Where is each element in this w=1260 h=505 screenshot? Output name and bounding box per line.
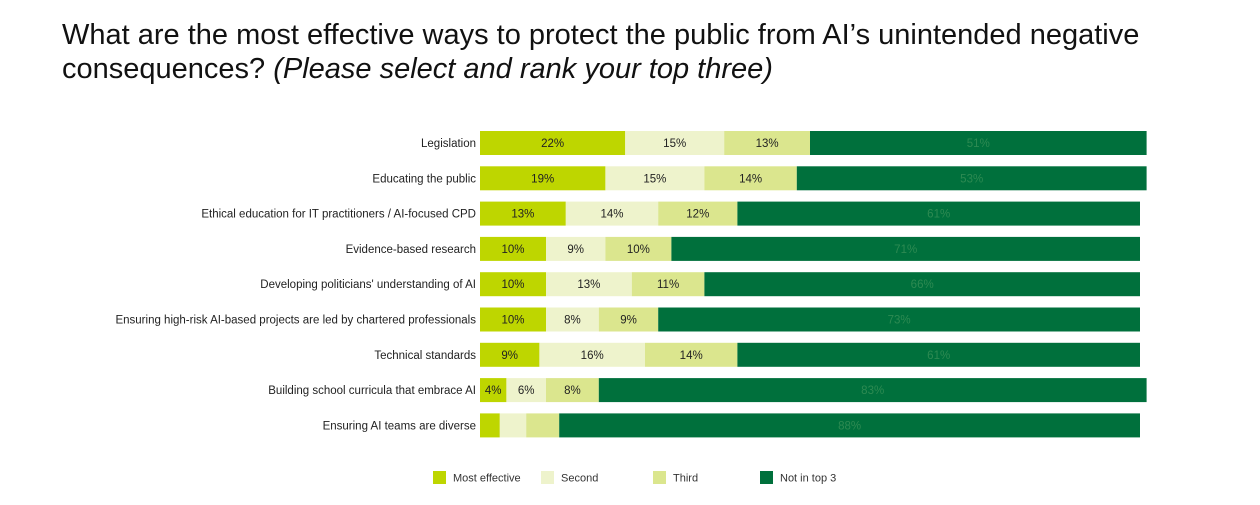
- legend-swatch: [760, 471, 773, 484]
- data-label: 9%: [567, 244, 584, 256]
- bar-segment: [605, 166, 705, 191]
- data-label: 9%: [501, 350, 518, 362]
- data-label: 66%: [911, 279, 934, 291]
- bar-segment: [645, 342, 738, 367]
- data-label: 9%: [620, 315, 637, 327]
- bar-segment: [704, 272, 1140, 297]
- category-label: Evidence-based research: [346, 244, 476, 256]
- legend-swatch: [653, 471, 666, 484]
- bar-segment: [625, 131, 725, 155]
- category-label: Ethical education for IT practitioners /…: [201, 209, 476, 221]
- data-label: 6%: [518, 385, 535, 397]
- bar-segment: [480, 307, 546, 332]
- category-label: Ensuring AI teams are diverse: [323, 420, 476, 432]
- data-label: 12%: [686, 209, 709, 221]
- bar-segment: [499, 413, 527, 438]
- legend-label: Third: [673, 473, 698, 485]
- chart-title: What are the most effective ways to prot…: [62, 18, 1212, 86]
- data-label: 15%: [663, 138, 686, 150]
- data-label: 14%: [680, 350, 703, 362]
- bar-segment: [658, 307, 1140, 332]
- bar-segment: [796, 166, 1147, 191]
- legend-label: Not in top 3: [780, 473, 836, 485]
- category-label: Building school curricula that embrace A…: [268, 385, 476, 397]
- bar-segment: [724, 131, 810, 155]
- data-label: 22%: [541, 138, 564, 150]
- bar-segment: [671, 236, 1140, 261]
- category-label: Technical standards: [374, 350, 476, 362]
- data-label: 73%: [888, 315, 911, 327]
- bar-segment: [506, 378, 546, 403]
- bar-segment: [598, 378, 1147, 403]
- data-label: 8%: [564, 385, 581, 397]
- legend-swatch: [541, 471, 554, 484]
- legend-label: Most effective: [453, 473, 521, 485]
- data-label: 88%: [838, 420, 861, 432]
- data-label: 13%: [511, 209, 534, 221]
- bar-segment: [559, 413, 1140, 438]
- data-label: 10%: [501, 244, 524, 256]
- bar-segment: [658, 201, 738, 226]
- bar-segment: [480, 236, 546, 261]
- legend-swatch: [433, 471, 446, 484]
- bar-segment: [598, 307, 659, 332]
- data-label: 15%: [643, 173, 666, 185]
- bar-segment: [480, 272, 546, 297]
- data-label: 53%: [960, 173, 983, 185]
- bar-segment: [480, 201, 566, 226]
- bar-segment: [704, 166, 797, 191]
- bar-segment: [480, 166, 606, 191]
- chart-title-instruction: (Please select and rank your top three): [273, 53, 773, 85]
- data-label: 61%: [927, 209, 950, 221]
- data-label: 13%: [577, 279, 600, 291]
- data-label: 10%: [501, 315, 524, 327]
- data-label: 13%: [756, 138, 779, 150]
- data-label: 19%: [531, 173, 554, 185]
- data-label: 11%: [657, 279, 679, 291]
- bar-segment: [546, 236, 606, 261]
- bar-segment: [546, 378, 599, 403]
- bar-segment: [480, 378, 507, 403]
- bar-segment: [737, 342, 1140, 367]
- bar-segment: [480, 413, 500, 438]
- chart-title-main: What are the most effective ways to prot…: [62, 19, 1140, 85]
- bar-segment: [810, 131, 1147, 155]
- category-label: Developing politicians' understanding of…: [260, 279, 476, 291]
- data-label: 14%: [739, 173, 762, 185]
- data-label: 83%: [861, 385, 884, 397]
- bar-segment: [737, 201, 1140, 226]
- bar-segment: [546, 272, 632, 297]
- bar-segment: [565, 201, 659, 226]
- bar-segment: [480, 342, 540, 367]
- bar-segment: [631, 272, 705, 297]
- data-label: 61%: [927, 350, 950, 362]
- data-label: 16%: [581, 350, 604, 362]
- bar-segment: [546, 307, 599, 332]
- data-label: 10%: [501, 279, 524, 291]
- data-label: 51%: [967, 138, 990, 150]
- category-label: Ensuring high-risk AI-based projects are…: [115, 315, 476, 327]
- data-label: 10%: [627, 244, 650, 256]
- category-label: Legislation: [421, 138, 476, 150]
- data-label: 8%: [564, 315, 581, 327]
- data-label: 4%: [485, 385, 502, 397]
- bar-segment: [605, 236, 672, 261]
- legend-label: Second: [561, 473, 598, 485]
- bar-segment: [539, 342, 645, 367]
- data-label: 71%: [894, 244, 917, 256]
- bar-segment: [480, 131, 626, 155]
- bar-segment: [526, 413, 560, 438]
- category-label: Educating the public: [372, 173, 476, 185]
- data-label: 14%: [600, 209, 623, 221]
